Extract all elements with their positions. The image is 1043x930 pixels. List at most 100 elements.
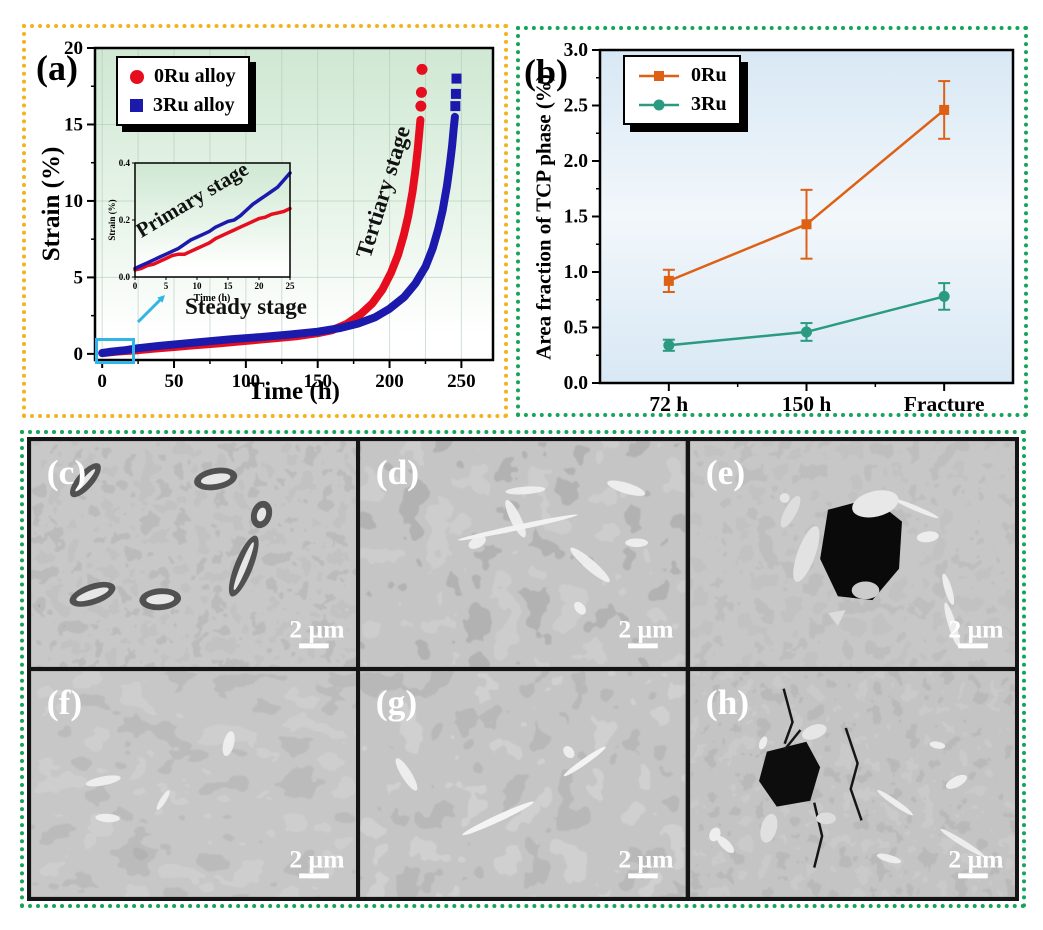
sem-panel-label: (e) [705, 452, 744, 492]
sem-panel-e: (e) 2 μm [689, 441, 1015, 667]
tcp-particle [780, 495, 801, 528]
sem-panel-g: (g) 2 μm [360, 671, 686, 897]
tcp-particle [716, 835, 734, 854]
tcp-particle [929, 741, 945, 749]
scale-bar-label: 2 μm [289, 615, 344, 644]
tcp-particle [200, 473, 231, 485]
sem-image: (e) 2 μm [689, 441, 1015, 667]
tcp-particle [256, 507, 267, 522]
tcp-particle [942, 573, 954, 605]
tcp-particle [222, 731, 235, 756]
legend-label: 0Ru [691, 64, 727, 86]
svg-text:20: 20 [64, 38, 83, 59]
svg-text:10: 10 [193, 281, 203, 291]
tcp-particle [146, 594, 175, 605]
sem-grid: (c) 2 μm (d) 2 μm (e) 2 μm (f) 2 μm (g) 2 μm (h) 2 … [27, 437, 1019, 901]
svg-text:100: 100 [232, 371, 261, 392]
panel-b-label: (b) [524, 52, 568, 92]
legend-item-3ru-alloy: 3Ru alloy [130, 94, 236, 117]
sem-image: (h) 2 μm [689, 671, 1015, 897]
svg-text:1.0: 1.0 [564, 262, 588, 283]
tcp-particle [801, 724, 827, 740]
svg-text:250: 250 [447, 371, 476, 392]
tcp-particle [625, 538, 649, 548]
sem-image: (d) 2 μm [360, 441, 686, 667]
tcp-particle [758, 736, 767, 750]
legend-label: 3Ru alloy [153, 94, 235, 116]
tcp-particle [505, 486, 546, 495]
tcp-fraction-chart: 0.0 0.5 1.0 1.5 2.0 2.5 3.0 72 h 150 h Fracture [564, 40, 1015, 413]
tcp-particle [876, 853, 901, 864]
scale-bar [957, 643, 988, 649]
sem-panel-label: (c) [47, 452, 86, 492]
svg-text:150: 150 [303, 371, 332, 392]
sem-image: (c) 2 μm [31, 441, 357, 667]
b-y-axis-title: Area fraction of TCP phase (%) [531, 74, 556, 360]
svg-text:1.5: 1.5 [564, 207, 589, 228]
tcp-needle [564, 746, 607, 777]
sem-panel-f: (f) 2 μm [31, 671, 357, 897]
tcp-particle [75, 469, 96, 492]
red-circle-marker-icon [130, 69, 144, 84]
panel-a-creep-curve: 0 50 100 150 200 250 0 5 10 15 20 0.0 0.2 0.4 0 5 10 15 2… [22, 24, 508, 418]
svg-text:15: 15 [64, 114, 83, 135]
tcp-particle [944, 602, 960, 647]
creep-cavity [758, 741, 820, 807]
tcp-particle [570, 547, 611, 583]
svg-text:15: 15 [224, 281, 234, 291]
svg-text:5: 5 [74, 267, 84, 288]
tcp-needle [876, 790, 913, 816]
svg-text:Fracture: Fracture [904, 392, 985, 413]
orange-line-square-marker-icon [639, 70, 679, 81]
tcp-particle [708, 827, 721, 842]
tcp-particle [395, 758, 418, 791]
sem-panel-label: (g) [376, 682, 417, 722]
tcp-particle [792, 526, 820, 582]
panel-sem-micrographs: (c) 2 μm (d) 2 μm (e) 2 μm (f) 2 μm (g) 2 μm (h) 2 … [20, 430, 1026, 908]
svg-text:Strain (%): Strain (%) [107, 199, 117, 240]
sem-panel-label: (d) [376, 452, 419, 492]
tcp-particle [156, 790, 170, 810]
teal-line-circle-marker-icon [639, 99, 679, 110]
crack-line [783, 729, 802, 751]
legend-a: 0Ru alloy 3Ru alloy [116, 56, 250, 126]
legend-item-3ru: 3Ru [637, 93, 727, 116]
svg-text:3.0: 3.0 [564, 40, 588, 61]
svg-text:72 h: 72 h [649, 392, 688, 413]
svg-text:0.0: 0.0 [564, 373, 588, 394]
sem-panel-label: (h) [705, 682, 748, 722]
svg-text:0: 0 [74, 344, 84, 365]
legend-label: 3Ru [691, 93, 727, 115]
tcp-particle [851, 490, 899, 518]
tcp-particle [916, 531, 939, 543]
svg-text:2.0: 2.0 [564, 151, 588, 172]
svg-text:10: 10 [64, 191, 83, 212]
sem-image: (g) 2 μm [360, 671, 686, 897]
scale-bar-label: 2 μm [619, 845, 674, 874]
blue-square-marker-icon [130, 99, 143, 112]
scale-bar-label: 2 μm [948, 845, 1003, 874]
scale-bar-label: 2 μm [948, 615, 1003, 644]
tcp-particle [945, 774, 967, 789]
svg-text:0.0: 0.0 [119, 272, 131, 282]
tcp-particle [779, 493, 790, 503]
tcp-particle [760, 813, 778, 843]
crack-line [782, 688, 794, 745]
tcp-particle [607, 480, 646, 496]
svg-text:5: 5 [164, 281, 169, 291]
tcp-particle [76, 587, 109, 602]
a-y-axis-title: Strain (%) [38, 146, 65, 262]
svg-text:0.5: 0.5 [564, 318, 589, 339]
tcp-particle [827, 610, 846, 626]
svg-text:50: 50 [165, 371, 184, 392]
panel-a-label: (a) [36, 48, 78, 88]
crack-line [844, 727, 863, 821]
tcp-particle [851, 581, 879, 600]
scale-bar [299, 643, 329, 649]
scale-bar [628, 643, 659, 649]
tcp-needle [458, 514, 578, 541]
scale-bar [628, 873, 659, 879]
svg-text:0.4: 0.4 [119, 158, 131, 168]
annotation-steady-stage: Steady stage [185, 294, 308, 319]
tcp-particle [815, 812, 836, 825]
